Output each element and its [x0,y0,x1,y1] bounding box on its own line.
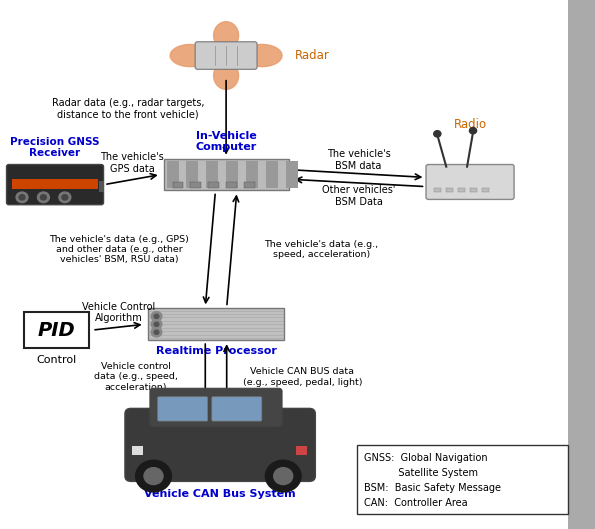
Circle shape [19,195,25,200]
FancyBboxPatch shape [158,397,208,421]
FancyBboxPatch shape [195,42,257,69]
Text: Realtime Processor: Realtime Processor [155,346,277,357]
Circle shape [144,468,163,485]
Bar [24,312,89,348]
Bar [266,161,278,188]
Bar [132,446,143,455]
Bar [208,182,219,188]
Text: In-Vehicle
Computer: In-Vehicle Computer [196,131,256,152]
Bar [226,182,237,188]
Text: PID: PID [37,321,76,340]
Bar [246,161,258,188]
Ellipse shape [214,62,239,89]
Text: The vehicle's data (e.g., GPS)
and other data (e.g., other
vehicles' BSM, RSU da: The vehicle's data (e.g., GPS) and other… [49,234,189,264]
Bar [12,179,98,189]
Bar [434,188,441,192]
Bar [206,161,218,188]
Bar [568,0,595,529]
Circle shape [154,322,159,326]
Circle shape [154,330,159,334]
Text: Control: Control [36,355,77,366]
Circle shape [40,195,46,200]
Text: Radio: Radio [453,118,487,131]
Text: Precision GNSS
Receiver: Precision GNSS Receiver [10,136,100,158]
Text: Radar data (e.g., radar targets,
distance to the front vehicle): Radar data (e.g., radar targets, distanc… [52,98,204,119]
Ellipse shape [214,22,239,49]
Bar [186,161,198,188]
Circle shape [154,314,159,318]
Bar [357,445,568,514]
Text: The vehicle's
GPS data: The vehicle's GPS data [101,152,164,174]
Text: Vehicle CAN Bus System: Vehicle CAN Bus System [145,489,296,499]
Text: The vehicle's data (e.g.,
speed, acceleration): The vehicle's data (e.g., speed, acceler… [264,240,378,259]
Circle shape [136,460,171,492]
Circle shape [37,192,49,203]
Circle shape [469,127,477,134]
Circle shape [265,460,301,492]
Bar [173,182,183,188]
Ellipse shape [170,44,211,67]
Bar [167,161,178,188]
Text: Other vehicles'
BSM Data: Other vehicles' BSM Data [322,185,395,207]
FancyBboxPatch shape [426,165,514,199]
Text: Vehicle CAN BUS data
(e.g., speed, pedal, light): Vehicle CAN BUS data (e.g., speed, pedal… [243,367,362,387]
FancyBboxPatch shape [125,408,315,481]
Circle shape [59,192,71,203]
Bar [446,188,453,192]
Text: BSM:  Basic Safety Message: BSM: Basic Safety Message [364,483,501,493]
Bar [244,182,255,188]
Circle shape [151,320,162,329]
Text: Vehicle Control
Algorithm: Vehicle Control Algorithm [82,302,155,323]
FancyBboxPatch shape [212,397,262,421]
Circle shape [151,327,162,337]
Circle shape [62,195,68,200]
FancyBboxPatch shape [148,308,284,340]
Text: Vehicle control
data (e.g., speed,
acceleration): Vehicle control data (e.g., speed, accel… [94,362,177,392]
Bar [226,161,238,188]
Bar [470,188,477,192]
Bar [190,182,201,188]
Bar [296,446,307,455]
FancyBboxPatch shape [7,165,104,205]
FancyBboxPatch shape [164,159,289,190]
Text: Radar: Radar [295,49,330,62]
Bar [99,181,104,192]
Circle shape [151,312,162,321]
Text: CAN:  Controller Area: CAN: Controller Area [364,498,468,508]
FancyBboxPatch shape [150,388,282,426]
Circle shape [434,131,441,137]
Circle shape [16,192,28,203]
Text: The vehicle's
BSM data: The vehicle's BSM data [327,150,390,171]
Bar [286,161,298,188]
Circle shape [274,468,293,485]
Bar [482,188,489,192]
Bar [458,188,465,192]
Text: GNSS:  Global Navigation: GNSS: Global Navigation [364,453,488,463]
Text: Satellite System: Satellite System [364,468,478,478]
Ellipse shape [242,44,282,67]
